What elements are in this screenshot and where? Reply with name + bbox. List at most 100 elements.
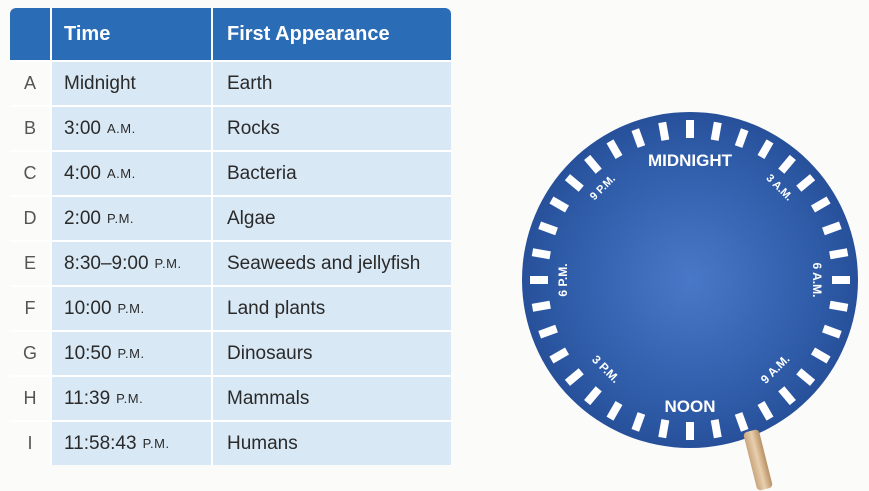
row-time-suffix: A.M. <box>106 166 136 181</box>
row-appearance: Dinosaurs <box>211 332 451 375</box>
dial-tick <box>531 300 551 312</box>
dial-tick <box>810 196 831 213</box>
dial-tick <box>734 412 749 432</box>
row-time-suffix: P.M. <box>116 391 144 406</box>
dial-tick <box>531 248 551 260</box>
table-row: I 11:58:43 P.M. Humans <box>10 420 451 465</box>
dial-tick <box>829 248 849 260</box>
label-6pm: 6 P.M. <box>556 263 570 296</box>
row-letter: D <box>10 197 50 240</box>
header-first-appearance: First Appearance <box>211 8 451 60</box>
dial-tick <box>710 419 722 439</box>
row-time-value: 4:00 <box>64 162 101 184</box>
dial-tick <box>734 128 749 148</box>
dial-ticks <box>530 120 850 440</box>
table-row: G 10:50 P.M. Dinosaurs <box>10 330 451 375</box>
dial-tick <box>631 128 646 148</box>
dial-tick <box>658 419 670 439</box>
row-time-value: 11:58:43 <box>64 432 137 454</box>
row-appearance: Rocks <box>211 107 451 150</box>
row-time: 10:50 P.M. <box>50 332 211 375</box>
table-row: E 8:30–9:00 P.M. Seaweeds and jellyfish <box>10 240 451 285</box>
row-letter: I <box>10 422 50 465</box>
label-noon: NOON <box>665 397 716 416</box>
dial-tick <box>538 221 558 236</box>
row-time: 11:39 P.M. <box>50 377 211 420</box>
row-appearance: Bacteria <box>211 152 451 195</box>
header-time: Time <box>50 8 211 60</box>
dial-tick <box>584 386 602 406</box>
dial-tick <box>631 412 646 432</box>
row-time-value: 10:00 <box>64 297 112 319</box>
row-appearance: Algae <box>211 197 451 240</box>
row-time-value: 8:30–9:00 <box>64 252 149 274</box>
row-time: 10:00 P.M. <box>50 287 211 330</box>
dial-tick <box>757 400 774 421</box>
row-letter: A <box>10 62 50 105</box>
dial-tick <box>796 174 816 192</box>
row-time: 4:00 A.M. <box>50 152 211 195</box>
row-time: 3:00 A.M. <box>50 107 211 150</box>
dial-tick <box>778 154 796 174</box>
row-time-suffix: A.M. <box>106 121 136 136</box>
dial-face <box>522 112 858 448</box>
header-blank <box>10 8 50 60</box>
dial-tick <box>538 324 558 339</box>
dial-tick <box>829 300 849 312</box>
dial-tick <box>832 276 850 284</box>
dial-tick <box>564 368 584 386</box>
dial-tick <box>564 174 584 192</box>
dial-tick <box>822 221 842 236</box>
row-appearance: Earth <box>211 62 451 105</box>
row-time: 11:58:43 P.M. <box>50 422 211 465</box>
dial-tick <box>822 324 842 339</box>
dial-tick <box>757 139 774 160</box>
dial-tick <box>658 121 670 141</box>
row-time-value: 10:50 <box>64 342 112 364</box>
label-midnight: MIDNIGHT <box>648 151 733 170</box>
row-letter: C <box>10 152 50 195</box>
row-time-suffix: P.M. <box>142 436 170 451</box>
table-header: Time First Appearance <box>10 8 451 60</box>
row-letter: E <box>10 242 50 285</box>
row-time-suffix: P.M. <box>154 256 182 271</box>
timeline-table: Time First Appearance A Midnight Earth B 3:0… <box>10 8 451 465</box>
table-row: D 2:00 P.M. Algae <box>10 195 451 240</box>
dial-tick <box>584 154 602 174</box>
dial-tick <box>796 368 816 386</box>
dial-tick <box>810 347 831 364</box>
row-time-suffix: P.M. <box>117 301 145 316</box>
row-letter: B <box>10 107 50 150</box>
dial-tick <box>530 276 548 284</box>
label-6am: 6 A.M. <box>810 263 824 298</box>
row-time: 8:30–9:00 P.M. <box>50 242 211 285</box>
row-time: 2:00 P.M. <box>50 197 211 240</box>
row-letter: H <box>10 377 50 420</box>
row-time-value: 2:00 <box>64 207 101 229</box>
clock-dial: MIDNIGHT NOON 3 A.M. 6 A.M. 9 A.M. 3 P.M… <box>522 112 858 448</box>
dial-tick <box>606 400 623 421</box>
row-time-value: 11:39 <box>64 387 111 409</box>
row-time-value: Midnight <box>64 72 136 94</box>
dial-tick <box>686 422 694 440</box>
dial-tick <box>686 120 694 138</box>
table-row: H 11:39 P.M. Mammals <box>10 375 451 420</box>
row-time-suffix: P.M. <box>106 211 135 226</box>
row-appearance: Humans <box>211 422 451 465</box>
table-row: C 4:00 A.M. Bacteria <box>10 150 451 195</box>
row-appearance: Land plants <box>211 287 451 330</box>
row-letter: G <box>10 332 50 375</box>
table-row: B 3:00 A.M. Rocks <box>10 105 451 150</box>
row-time: Midnight <box>50 62 211 105</box>
dial-tick <box>710 121 722 141</box>
row-appearance: Mammals <box>211 377 451 420</box>
table-row: F 10:00 P.M. Land plants <box>10 285 451 330</box>
dial-tick <box>778 386 796 406</box>
row-time-value: 3:00 <box>64 117 101 139</box>
row-letter: F <box>10 287 50 330</box>
dial-tick <box>549 347 570 364</box>
table-row: A Midnight Earth <box>10 60 451 105</box>
dial-tick <box>549 196 570 213</box>
row-time-suffix: P.M. <box>117 346 145 361</box>
row-appearance: Seaweeds and jellyfish <box>211 242 451 285</box>
